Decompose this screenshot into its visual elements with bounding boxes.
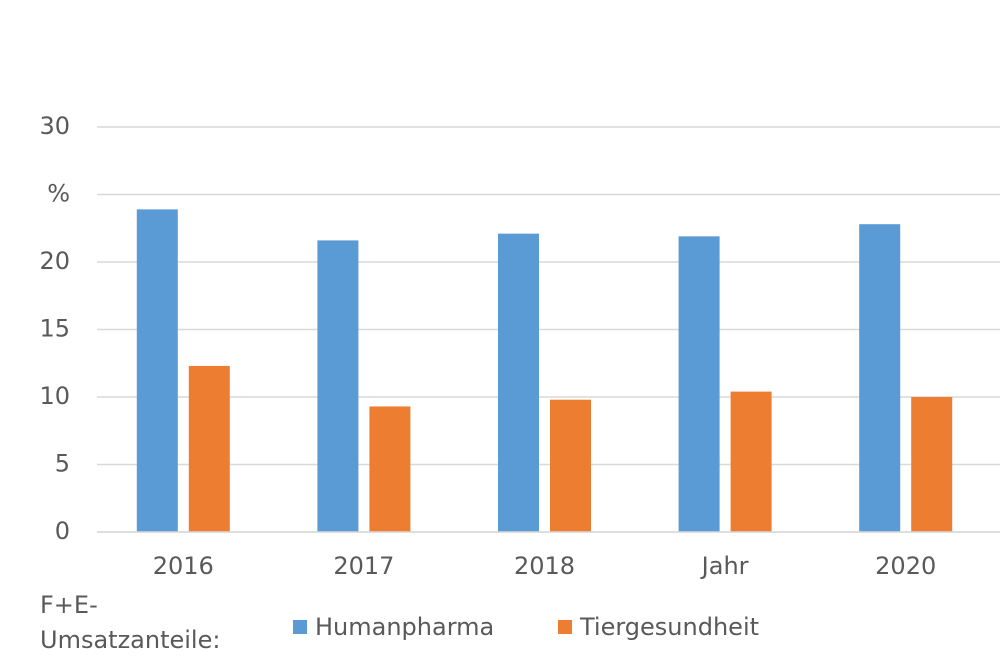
- bar: [136, 209, 178, 532]
- x-tick-label: 2017: [333, 552, 394, 580]
- legend-swatch: [558, 620, 572, 634]
- x-tick-label: 2016: [153, 552, 214, 580]
- y-tick-label: 20: [39, 247, 70, 275]
- bar: [859, 224, 901, 532]
- bar: [550, 399, 591, 532]
- bar: [498, 233, 539, 532]
- legend-label: Tiergesundheit: [579, 613, 759, 641]
- legend-title: F+E-Umsatzanteile:: [40, 591, 221, 654]
- x-tick-label: 2020: [875, 552, 936, 580]
- y-tick-label: 30: [39, 112, 70, 140]
- legend-swatch: [293, 620, 307, 634]
- x-tick-label: Jahr: [700, 552, 749, 580]
- bar: [730, 391, 772, 532]
- bar: [317, 240, 359, 532]
- bar: [911, 397, 953, 532]
- bar: [678, 236, 720, 532]
- y-tick-label: 10: [39, 382, 70, 410]
- bar: [369, 406, 411, 532]
- y-tick-label: 0: [55, 517, 70, 545]
- legend-label: Humanpharma: [315, 613, 494, 641]
- x-tick-label: 2018: [514, 552, 575, 580]
- y-tick-label: 5: [55, 450, 70, 478]
- bar: [188, 365, 230, 532]
- y-tick-label: %: [47, 180, 70, 208]
- y-tick-label: 15: [39, 315, 70, 343]
